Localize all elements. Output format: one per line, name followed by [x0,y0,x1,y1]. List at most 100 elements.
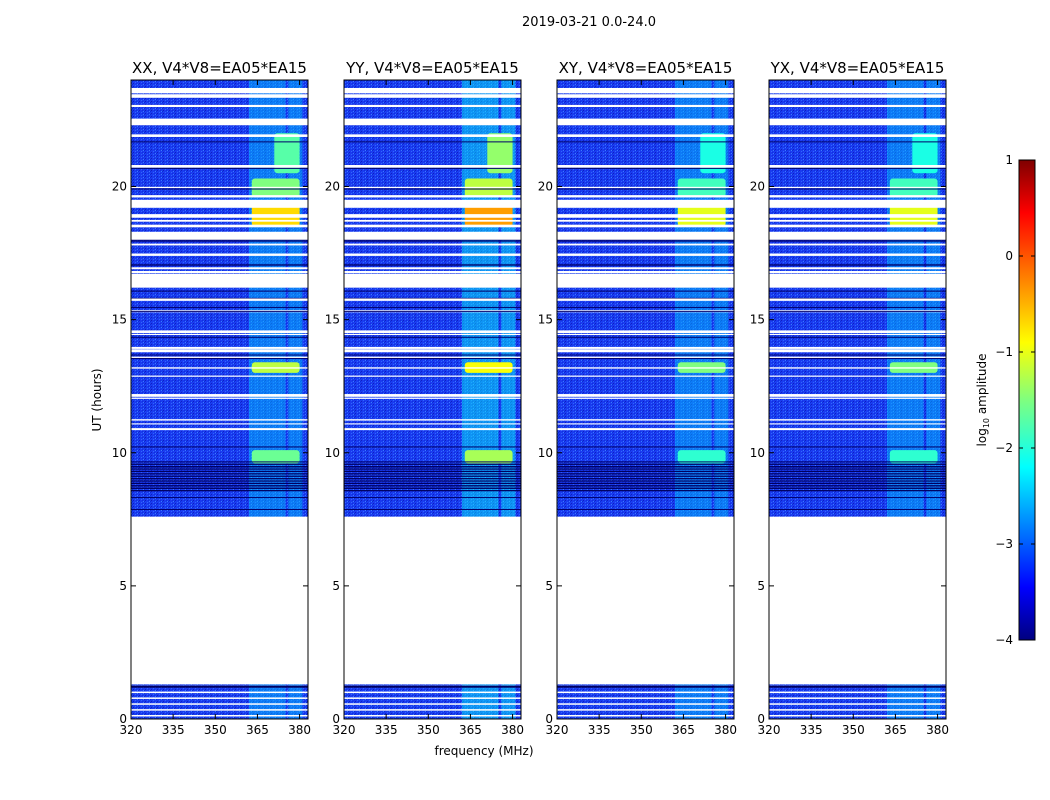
flag-line [557,478,734,480]
flag-line [557,239,734,241]
flag-line [131,240,308,242]
x-tick-label: 365 [884,723,907,737]
flag-line [131,310,308,312]
no-data-region [344,118,521,126]
flag-line [131,685,308,688]
flag-line [769,239,946,241]
flagged-gap [557,243,734,246]
flagged-gap [557,270,734,274]
flagged-gap [131,165,308,168]
flag-line [769,264,946,266]
rfi-event [700,133,726,174]
flagged-gap [557,298,734,301]
no-data-region [131,231,308,240]
flag-line [344,240,521,242]
flag-line [344,264,521,266]
flag-line [769,354,946,356]
rfi-event [464,450,513,464]
flag-line [557,463,734,465]
colorbar-label-rest: amplitude [975,354,989,418]
no-data-region [344,199,521,208]
flagged-gap [769,397,946,399]
flag-line [769,490,946,492]
no-data-region [344,231,521,240]
flagged-gap [344,165,521,168]
y-tick-label: 20 [538,180,553,194]
flagged-gap [769,267,946,270]
flag-line [557,240,734,242]
flag-line [344,141,521,143]
flagged-gap [769,165,946,168]
no-data-region [769,118,946,126]
rfi-event [889,450,938,464]
flag-line [131,485,308,487]
flag-line [769,357,946,359]
flag-line [344,497,521,499]
panel-yx: YX, V4*V8=EA05*EA15 320 335 350 365 380 0 5 10 15… [750,59,949,737]
flagged-gap [344,333,521,336]
no-data-region [131,87,308,94]
flagged-gap [769,691,946,694]
flagged-gap [557,715,734,717]
y-tick-label: 15 [750,313,765,327]
flagged-gap [344,709,521,711]
flagged-gap [344,164,521,167]
flagged-gap [769,715,946,717]
flag-line [557,487,734,489]
flagged-gap [557,165,734,168]
flag-line [344,482,521,485]
y-tick-label: 10 [750,446,765,460]
flagged-gap [557,216,734,218]
flagged-gap [344,267,521,270]
flagged-gap [557,397,734,399]
flagged-gap [769,709,946,711]
flagged-gap [557,224,734,228]
flag-line [769,480,946,482]
flagged-gap [557,330,734,334]
flagged-gap [131,195,308,198]
flagged-gap [344,219,521,222]
flagged-gap [344,349,521,353]
no-data-region [131,275,308,288]
flag-line [344,685,521,688]
flagged-gap [557,273,734,277]
flag-line [131,468,308,470]
flagged-gap [131,428,308,431]
flag-line [557,310,734,312]
flagged-gap [769,186,946,189]
flagged-gap [131,375,308,377]
x-tick-label: 380 [288,723,311,737]
y-tick-label: 0 [757,712,765,726]
flag-line [557,475,734,477]
flag-line [769,487,946,489]
flag-line [344,490,521,492]
panel-title: YY, V4*V8=EA05*EA15 [345,59,519,77]
y-tick-label: 5 [545,579,553,593]
flag-line [344,478,521,480]
flag-line [557,466,734,468]
colorbar-tick-label: −4 [995,633,1013,647]
x-tick-label: 335 [375,723,398,737]
panel-frame [556,79,735,720]
flag-line [557,297,734,299]
panel-title: YX, V4*V8=EA05*EA15 [770,59,945,77]
panel-frame [768,79,947,720]
flag-line [344,306,521,308]
flag-line [344,446,521,448]
flagged-gap [557,356,734,359]
flag-line [131,188,308,190]
flag-line [769,478,946,480]
flagged-gap [344,95,521,98]
flag-line [131,306,308,308]
y-tick-label: 20 [112,180,127,194]
flag-line [344,487,521,489]
flagged-gap [344,224,521,228]
flagged-gap [557,253,734,256]
flagged-gap [344,697,521,699]
flagged-gap [557,333,734,336]
flag-line [769,306,946,308]
flagged-gap [131,267,308,270]
flag-line [344,480,521,482]
flagged-gap [344,253,521,256]
